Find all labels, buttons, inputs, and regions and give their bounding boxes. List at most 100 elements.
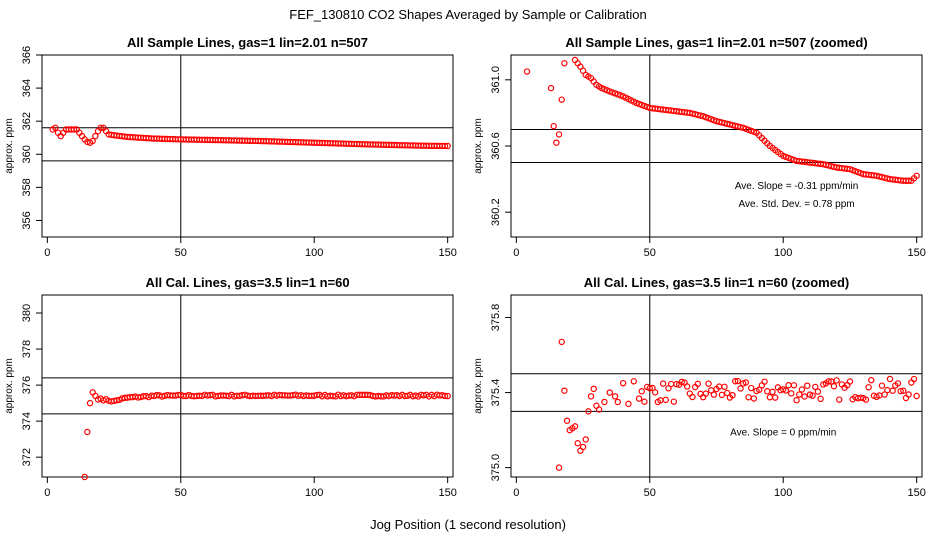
x-tick-label: 150 [438,247,456,259]
annotation: Ave. Slope = 0 ppm/min [730,428,836,439]
chart-panel-3: All Cal. Lines, gas=3.5 lin=1 n=60 0 50 100… [4,275,457,499]
figure-title: FEF_130810 CO2 Shapes Averaged by Sample… [289,7,646,22]
data-point [555,131,563,138]
data-point [523,68,531,75]
y-tick-label: 358 [21,178,33,196]
data-point [641,398,648,405]
y-tick-label: 380 [21,304,33,322]
y-axis-label: approx. ppm [473,118,484,174]
chart-panels: All Sample Lines, gas=1 lin=2.01 n=507 0 5… [4,35,926,499]
plot-frame [41,294,454,478]
data-point [601,398,608,406]
data-point [734,377,742,385]
annotation: Ave. Slope = -0.31 ppm/min [735,181,859,192]
data-point [606,389,613,396]
x-tick-label: 0 [44,487,50,499]
data-point [857,394,864,401]
data-point [561,387,568,394]
data-point [86,399,94,407]
data-point [788,390,795,397]
data-point [769,388,776,396]
data-point [718,391,726,399]
x-tick-label: 100 [305,487,323,499]
y-tick-label: 372 [21,448,33,466]
chart-panel-1: All Sample Lines, gas=1 lin=2.01 n=507 0 5… [4,35,457,259]
y-axis-label: approx. ppm [4,118,15,174]
data-point [710,391,718,398]
data-point [747,384,755,392]
data-point [52,124,59,132]
data-point [817,395,824,403]
data-point [796,391,803,398]
data-point [635,395,643,402]
data-point [809,392,816,399]
data-point [897,387,904,395]
data-point [590,385,597,393]
data-point [745,394,752,401]
x-tick-label: 100 [774,247,792,259]
data-point [702,390,710,397]
y-tick-label: 378 [21,340,33,358]
data-point [689,393,696,401]
x-tick-label: 150 [438,487,456,499]
data-point [790,382,798,389]
y-tick-label: 361.0 [490,66,502,94]
data-point [630,378,637,385]
y-tick-label: 375.0 [490,454,502,482]
data-point [441,392,449,400]
data-point [694,380,702,388]
x-tick-label: 0 [513,487,519,499]
data-point [729,391,736,399]
x-tick-label: 150 [907,247,925,259]
data-point [649,384,656,392]
data-point [646,385,653,392]
data-point [571,423,579,430]
data-point [833,377,840,384]
data-point [585,408,592,415]
data-point [678,378,686,386]
x-axis-label: Jog Position (1 second resolution) [370,517,566,532]
data-point [761,378,768,385]
data-point [673,380,680,388]
data-point [444,392,451,400]
data-point [553,139,560,146]
y-tick-label: 374 [21,412,33,430]
data-point [659,380,667,387]
data-point [595,406,603,413]
y-tick-label: 356 [21,211,33,229]
data-point [441,142,449,150]
data-point [638,388,645,395]
data-point [721,383,728,390]
data-point [667,380,675,388]
data-point [444,142,451,150]
data-point [742,379,750,386]
data-point [705,380,712,387]
x-tick-label: 150 [907,487,925,499]
data-point [812,383,819,391]
annotation: Ave. Std. Dev. = 0.78 ppm [739,199,855,210]
data-point [579,443,587,451]
y-axis-label: approx. ppm [473,358,484,414]
data-point [862,396,870,403]
chart-panel-2: All Sample Lines, gas=1 lin=2.01 n=507 (… [473,35,926,259]
y-tick-label: 375.4 [490,379,502,407]
data-point [662,396,669,404]
data-point [886,375,894,383]
data-point [89,137,96,145]
data-point [555,464,563,471]
data-point [814,388,822,395]
y-tick-label: 376 [21,376,33,394]
data-point [547,84,555,92]
data-point [785,382,792,389]
data-point [683,383,691,390]
data-point [804,382,811,389]
data-point [750,395,758,402]
data-point [772,394,779,401]
plot-frame [510,294,923,478]
y-tick-label: 360.6 [490,132,502,160]
data-point [651,389,659,396]
data-point [801,393,808,400]
data-point [611,393,619,400]
data-point [737,385,744,392]
